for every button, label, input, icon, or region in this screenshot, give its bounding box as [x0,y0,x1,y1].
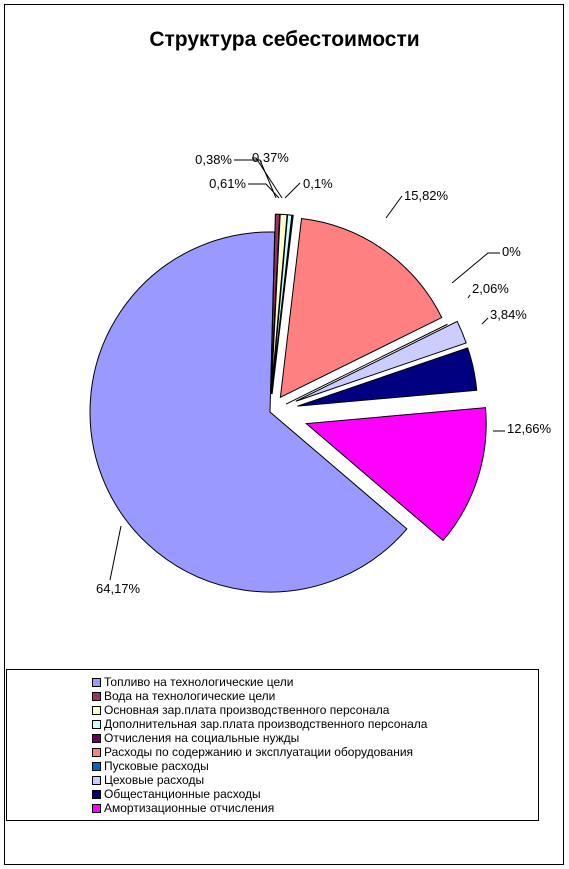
legend-swatch-social [92,734,101,743]
leader-line-fuel [109,525,122,581]
data-label-water: 0,38% [195,152,232,167]
legend-label-startup: Пусковые расходы [104,759,209,773]
legend-swatch-fuel [92,678,101,687]
data-label-base-salary: 0,61% [209,176,246,191]
legend-swatch-water [92,692,101,701]
data-label-fuel: 64,17% [96,581,141,596]
legend-label-depreciation: Амортизационные отчисления [104,801,275,815]
legend-label-fuel: Топливо на технологические цели [104,675,294,689]
leader-line-startup [451,252,500,284]
leader-line-station [481,317,489,325]
slice-startup [285,323,448,405]
legend-swatch-startup [92,762,101,771]
legend-swatch-depreciation [92,804,101,813]
data-label-social: 0,1% [303,176,333,191]
data-label-extra-salary: 0,37% [252,150,289,165]
slice-workshop [295,320,467,402]
legend-swatch-station [92,790,101,799]
legend-label-base-salary: Основная зар.плата производственного пер… [104,703,390,717]
legend-label-station: Общестанционные расходы [104,787,261,801]
legend-label-water: Вода на технологические цели [104,689,276,703]
legend-label-workshop: Цеховые расходы [104,773,205,787]
legend: Топливо на технологические цели Вода на … [6,669,539,821]
slice-depreciation [304,407,487,542]
legend-swatch-equipment [92,748,101,757]
slice-fuel [89,231,408,593]
chart-frame [4,4,564,865]
legend-swatch-base-salary [92,706,101,715]
legend-label-social: Отчисления на социальные нужды [104,731,300,745]
legend-swatch-workshop [92,776,101,785]
legend-label-equipment: Расходы по содержанию и эксплуатации обо… [104,745,414,759]
chart-title: Структура себестоимости [149,28,420,51]
legend-label-extra-salary: Дополнительная зар.плата производственно… [104,717,428,731]
leader-line-equipment [385,195,403,219]
legend-swatch-extra-salary [92,720,101,729]
slice-equipment [279,217,443,399]
data-label-startup: 0% [502,244,521,259]
slice-social [271,214,294,395]
leader-line-water [234,159,277,199]
data-label-workshop: 2,06% [472,281,509,296]
data-label-depreciation: 12,66% [507,421,552,436]
leader-line-workshop [467,294,471,299]
data-label-station: 3,84% [490,307,527,322]
leader-line-extra-salary [252,157,283,199]
slice-base-salary [270,213,288,395]
leader-line-base-salary [248,183,280,199]
slice-water [270,213,281,395]
data-label-equipment: 15,82% [404,188,449,203]
leader-line-social [284,182,301,199]
slice-station [297,347,478,407]
